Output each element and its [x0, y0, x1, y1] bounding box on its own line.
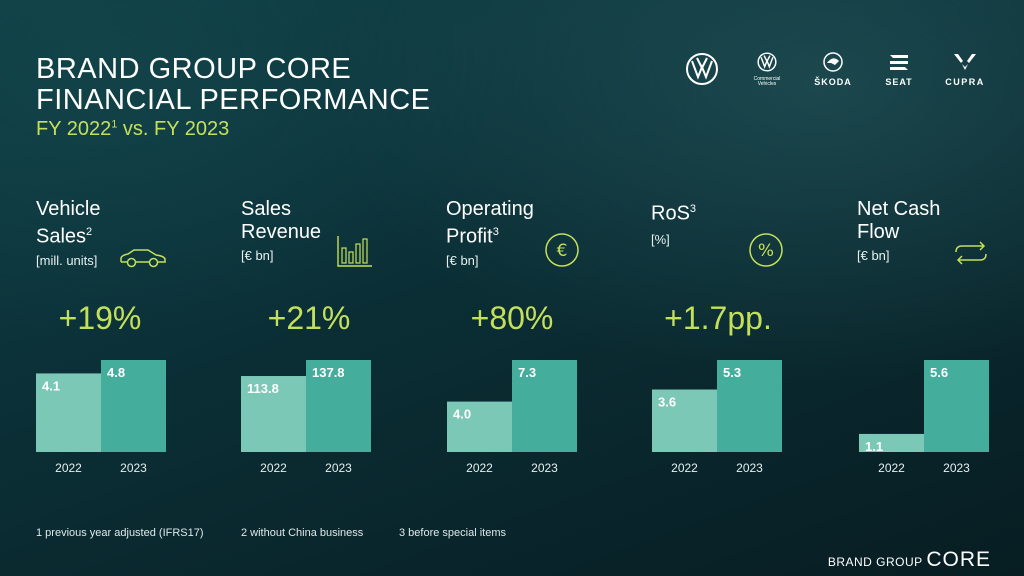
brand-small: BRAND GROUP: [827, 555, 923, 569]
category-label: 2022: [878, 461, 905, 475]
bar-value-label: 3.6: [658, 395, 676, 410]
category-label: 2022: [671, 461, 698, 475]
page-subtitle: FY 20221 vs. FY 2023: [36, 118, 229, 141]
category-label: 2023: [736, 461, 763, 475]
kpi-unit: [€ bn]: [446, 252, 479, 268]
seat-logo: SEAT: [878, 52, 920, 87]
vw-commercial-logo: Commercial Vehicles: [752, 52, 782, 87]
change-vehicle-sales: +19%: [58, 300, 142, 336]
kpi-label-line2: Revenue: [241, 221, 322, 243]
bar-2022: [652, 389, 717, 452]
vw-logo: [685, 52, 719, 91]
kpi-footnote-ref: 3: [492, 226, 499, 238]
kpi-label: Operating Profit3: [446, 198, 626, 249]
cupra-text: CUPRA: [945, 77, 985, 87]
bar-2023: [101, 360, 166, 452]
kpi-vehicle-sales: Vehicle Sales2 [mill. units]: [36, 198, 216, 268]
category-label: 2022: [260, 461, 287, 475]
category-label: 2022: [55, 461, 82, 475]
subtitle-suffix: vs. FY 2023: [117, 118, 230, 140]
change-operating-profit: +80%: [470, 300, 554, 336]
bar-value-label: 1.1: [865, 439, 883, 454]
skoda-logo: ŠKODA: [810, 52, 856, 87]
footnote-1: 1 previous year adjusted (IFRS17): [36, 527, 204, 539]
page-title: BRAND GROUP CORE FINANCIAL PERFORMANCE: [36, 54, 431, 116]
vw-commercial-text: Commercial Vehicles: [753, 76, 781, 87]
cupra-logo: CUPRA: [940, 52, 990, 87]
brand-logos: Commercial Vehicles ŠKODA SEAT CUPRA: [680, 52, 1000, 92]
kpi-sales-revenue: Sales Revenue [€ bn]: [241, 198, 421, 263]
kpi-label: Sales Revenue: [241, 198, 421, 244]
euro-icon: €: [545, 233, 579, 267]
bar-value-label: 137.8: [312, 365, 345, 380]
kpi-ros: RoS3 [%]: [651, 198, 831, 247]
subtitle-prefix: FY 2022: [36, 118, 112, 140]
cash-flow-icon: [955, 241, 987, 265]
change-sales-revenue: +21%: [267, 300, 351, 336]
kpi-label-line1: Net Cash: [857, 198, 941, 220]
kpi-unit: [€ bn]: [241, 248, 274, 263]
bar-value-label: 4.0: [453, 407, 471, 422]
percent-icon: %: [749, 233, 783, 267]
title-line-2: FINANCIAL PERFORMANCE: [36, 84, 431, 116]
svg-text:€: €: [557, 241, 568, 261]
bar-value-label: 4.1: [42, 378, 60, 393]
bar-2022: [859, 433, 924, 452]
kpi-footnote-ref: 3: [689, 203, 697, 215]
bar-value-label: 5.6: [930, 365, 948, 380]
bar-2022: [241, 376, 306, 452]
category-label: 2023: [531, 461, 558, 475]
kpi-operating-profit: Operating Profit3 [€ bn]: [446, 198, 626, 268]
category-label: 2023: [943, 461, 970, 475]
kpi-unit: [€ bn]: [857, 248, 890, 263]
kpi-footnote-ref: 2: [86, 226, 93, 238]
bar-value-label: 113.8: [247, 381, 279, 396]
footnote-3: 3 before special items: [399, 527, 506, 539]
title-line-1: BRAND GROUP CORE: [36, 53, 352, 85]
bar-2022: [447, 401, 512, 452]
bar-2022: [36, 373, 101, 452]
subtitle-footnote-ref: 1: [111, 118, 118, 131]
category-label: 2023: [325, 461, 352, 475]
kpi-label-line1: RoS: [651, 202, 690, 225]
kpi-label: RoS3: [651, 198, 831, 226]
bar-value-label: 5.3: [723, 365, 741, 380]
kpi-unit: [mill. units]: [36, 252, 98, 268]
skoda-text: ŠKODA: [814, 77, 852, 87]
brand-big: CORE: [926, 548, 991, 571]
kpi-label-line1: Sales: [241, 198, 292, 220]
kpi-label-line1: Operating: [446, 198, 534, 220]
bar-2023: [512, 360, 577, 452]
bar-2023: [924, 360, 989, 452]
bar-value-label: 4.8: [107, 365, 125, 380]
footnote-2: 2 without China business: [241, 527, 364, 539]
category-label: 2022: [466, 461, 493, 475]
kpi-net-cash-flow: Net Cash Flow [€ bn]: [857, 198, 1024, 263]
kpi-unit: [%]: [651, 231, 670, 247]
kpi-label: Net Cash Flow: [857, 198, 1024, 244]
category-label: 2023: [120, 461, 147, 475]
bar-value-label: 7.3: [518, 365, 536, 380]
bar-2023: [717, 360, 782, 452]
kpi-label-line1: Vehicle: [36, 198, 101, 220]
svg-text:%: %: [758, 241, 774, 261]
bar-2023: [306, 360, 371, 452]
bar-chart-icon: [337, 236, 372, 267]
seat-text: SEAT: [885, 77, 913, 87]
kpi-label: Vehicle Sales2: [36, 198, 216, 249]
kpi-label-line2: Flow: [857, 221, 900, 243]
kpi-label-line2: Sales: [36, 225, 87, 248]
car-icon: [120, 249, 166, 268]
kpi-label-line2: Profit: [446, 225, 493, 248]
change-ros: +1.7pp.: [664, 300, 772, 336]
brand-footer: BRAND GROUP CORE: [828, 548, 991, 572]
